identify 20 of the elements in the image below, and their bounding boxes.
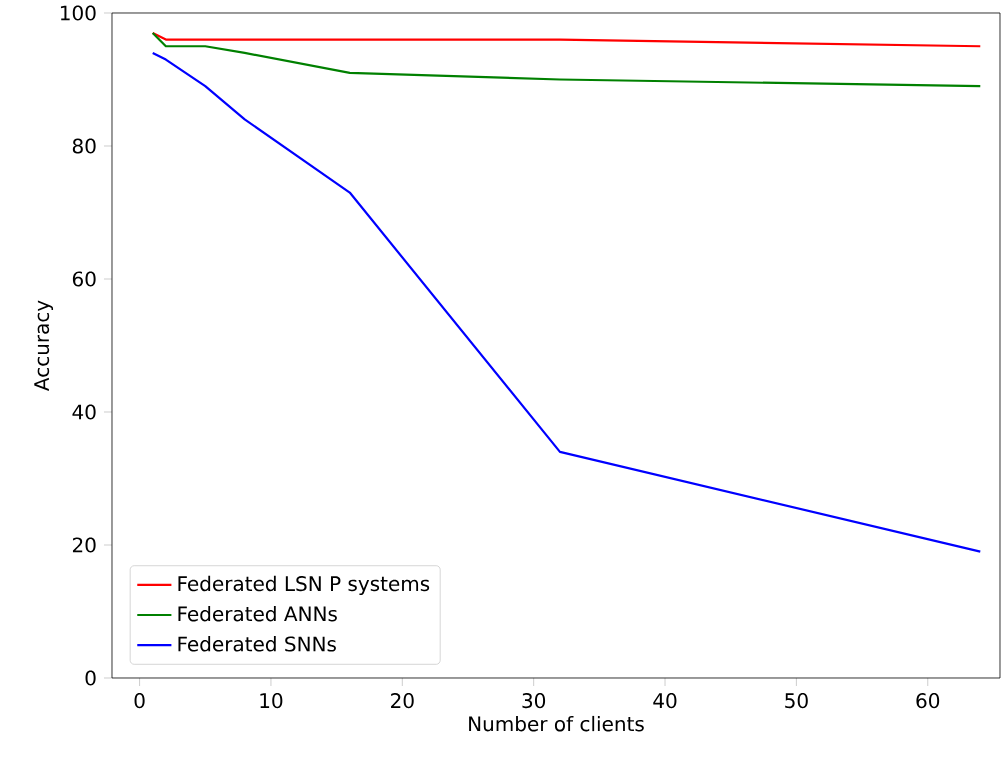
y-tick-label: 100 [60,5,96,21]
y-tick-label: 0 [85,670,96,686]
y-tick-label: 60 [72,271,96,287]
line-series [151,51,982,553]
x-tick-label: 30 [522,693,546,709]
x-tick-label: 40 [653,693,677,709]
line-series [151,31,982,88]
legend-label: Federated ANNs [178,605,337,622]
legend-label: Federated SNNs [178,636,336,652]
x-tick-label: 10 [260,693,283,709]
x-tick-label: 20 [391,693,414,709]
y-tick-label: 40 [72,404,96,420]
y-tick-label: 80 [72,138,96,154]
x-tick-label: 0 [134,693,145,709]
y-tick-label: 20 [72,537,96,553]
x-axis-title: Number of clients [469,715,644,732]
x-tick-label: 60 [916,693,940,709]
y-axis-title: Accuracy [34,300,54,391]
legend-label: Federated LSN P systems [178,575,430,596]
x-tick-label: 50 [785,693,808,709]
